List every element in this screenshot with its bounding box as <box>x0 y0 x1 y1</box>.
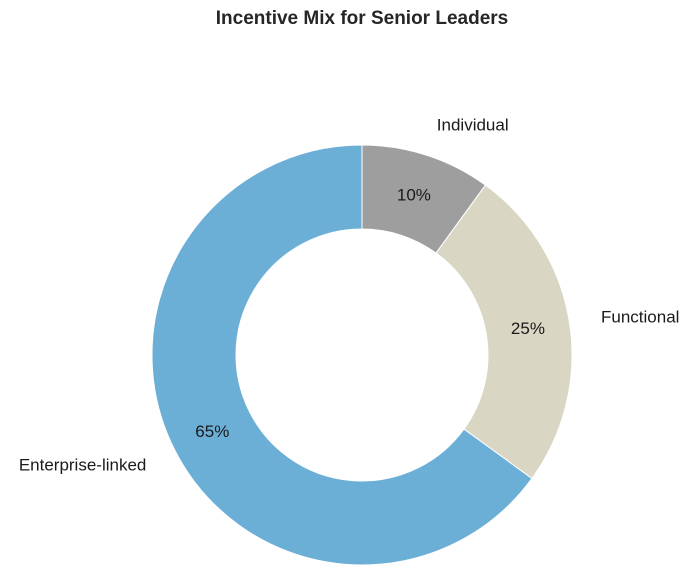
slice-enterprise-linked <box>151 144 533 566</box>
value-label-functional: 25% <box>511 319 545 338</box>
chart-title: Incentive Mix for Senior Leaders <box>215 8 509 29</box>
label-functional: Functional <box>601 308 679 327</box>
label-individual: Individual <box>437 115 509 134</box>
slice-functional <box>435 184 573 480</box>
value-label-individual: 10% <box>397 186 431 205</box>
value-label-enterprise-linked: 65% <box>195 422 229 441</box>
donut-labels: Individual 10% Functional 25% Enterprise-lin… <box>19 115 680 474</box>
donut-slices <box>151 144 573 566</box>
label-enterprise-linked: Enterprise-linked <box>19 455 147 474</box>
